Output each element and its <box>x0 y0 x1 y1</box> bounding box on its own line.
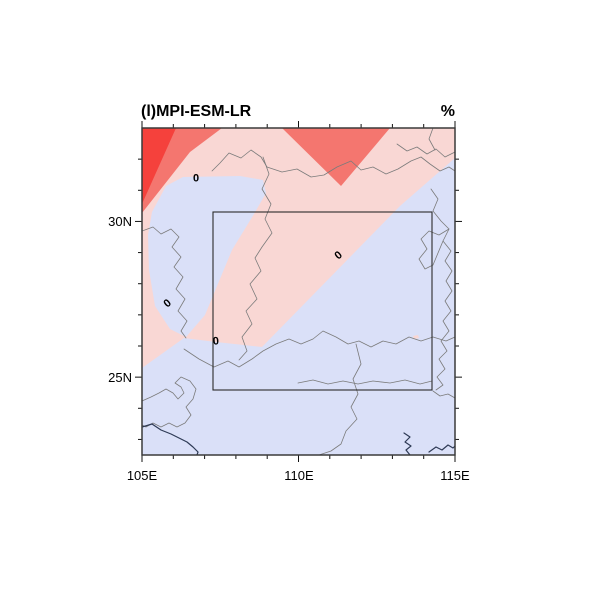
border-line <box>430 188 453 391</box>
contour-fill-strong_positive <box>142 128 176 204</box>
river-line <box>142 423 199 455</box>
contour-fill-positive <box>282 128 390 186</box>
border-line <box>428 128 436 151</box>
unit-label: % <box>440 103 455 120</box>
border-line <box>142 376 197 428</box>
y-tick-label-30n: 30N <box>108 214 132 229</box>
border-line <box>142 226 188 339</box>
contour-fill-regions <box>142 128 455 368</box>
river-line <box>403 432 412 455</box>
contour-fill-weak_positive <box>413 335 419 339</box>
x-tick-label-110e: 110E <box>284 468 314 483</box>
border-line <box>318 343 362 455</box>
plot-frame <box>141 127 456 456</box>
contour-zero-label: 0 <box>192 172 200 185</box>
x-tick-label-115e: 115E <box>440 468 470 483</box>
study-region-box <box>212 211 433 391</box>
contour-zero-label: 0 <box>212 335 220 348</box>
border-line <box>238 156 273 361</box>
panel-title: (l)MPI-ESM-LR <box>141 103 252 120</box>
province-borders <box>142 128 455 455</box>
y-tick-label-25n: 25N <box>108 370 132 385</box>
rivers <box>142 423 455 455</box>
contour-fill-negative <box>148 176 266 337</box>
border-line <box>211 149 455 178</box>
border-line <box>396 143 455 158</box>
border-line <box>183 330 455 368</box>
x-tick-label-105e: 105E <box>126 468 158 483</box>
border-line <box>297 379 433 385</box>
border-line <box>418 228 450 270</box>
river-line <box>428 444 455 453</box>
border-line <box>432 390 455 399</box>
